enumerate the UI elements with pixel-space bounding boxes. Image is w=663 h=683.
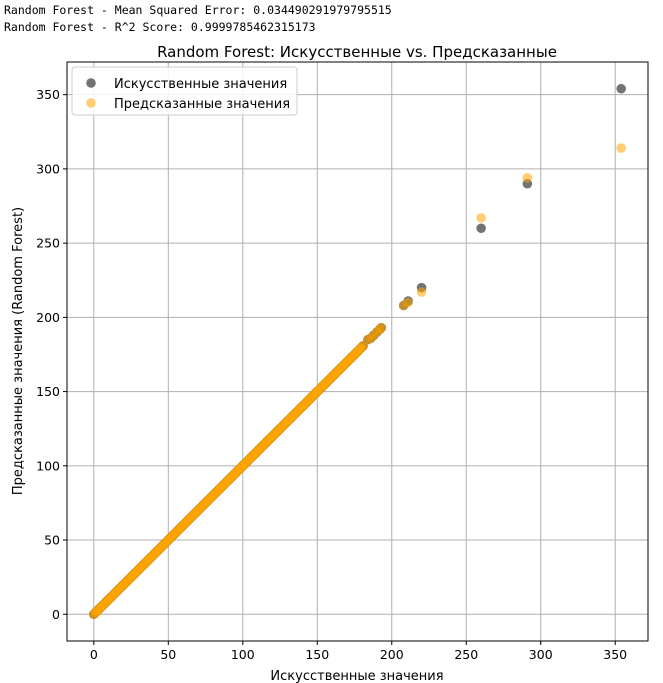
axis-ticks: 0 50 100 150 200 250 300 350 0 50 100 150 200 250 300 3… [36,87,627,662]
legend-marker-predicted [86,98,96,108]
x-tick-label: 350 [603,647,627,662]
chart-title: Random Forest: Искусственные vs. Предска… [157,43,557,61]
r2-line: Random Forest - R^2 Score: 0.99997854623… [4,20,316,34]
mse-line: Random Forest - Mean Squared Error: 0.03… [4,3,392,17]
predicted-point [376,322,387,333]
y-axis-label: Предсказанные значения (Random Forest) [11,207,26,495]
predicted-point [416,287,427,297]
actual-point [476,223,486,234]
legend: Искусственные значения Предсказанные зна… [71,66,298,116]
legend-label-actual: Искусственные значения [114,77,287,92]
y-tick-label: 200 [36,310,60,325]
y-tick-label: 250 [36,236,60,251]
y-tick-label: 300 [36,161,60,176]
predicted-point [522,173,533,183]
legend-marker-actual [86,78,96,88]
predicted-point [403,297,413,308]
y-tick-label: 100 [36,458,60,473]
x-tick-label: 150 [305,647,329,662]
y-tick-label: 50 [44,533,60,548]
predicted-point [616,143,626,153]
series-predicted [89,143,626,620]
console-output: Random Forest - Mean Squared Error: 0.03… [4,2,392,36]
x-tick-label: 0 [90,647,98,662]
x-tick-label: 50 [160,647,176,662]
actual-point [616,83,626,94]
predicted-point [476,213,486,223]
y-tick-label: 350 [36,87,60,102]
y-tick-label: 150 [36,384,60,399]
x-tick-label: 250 [454,647,478,662]
data-points [89,83,626,620]
x-tick-label: 300 [529,647,553,662]
plot-area [66,61,649,642]
x-tick-label: 100 [231,647,255,662]
x-axis-label: Искусственные значения [270,669,443,683]
legend-label-predicted: Предсказанные значения [114,97,290,112]
grid-lines [67,62,648,641]
legend-box [71,66,298,116]
y-tick-label: 0 [52,607,60,622]
x-tick-label: 200 [380,647,404,662]
